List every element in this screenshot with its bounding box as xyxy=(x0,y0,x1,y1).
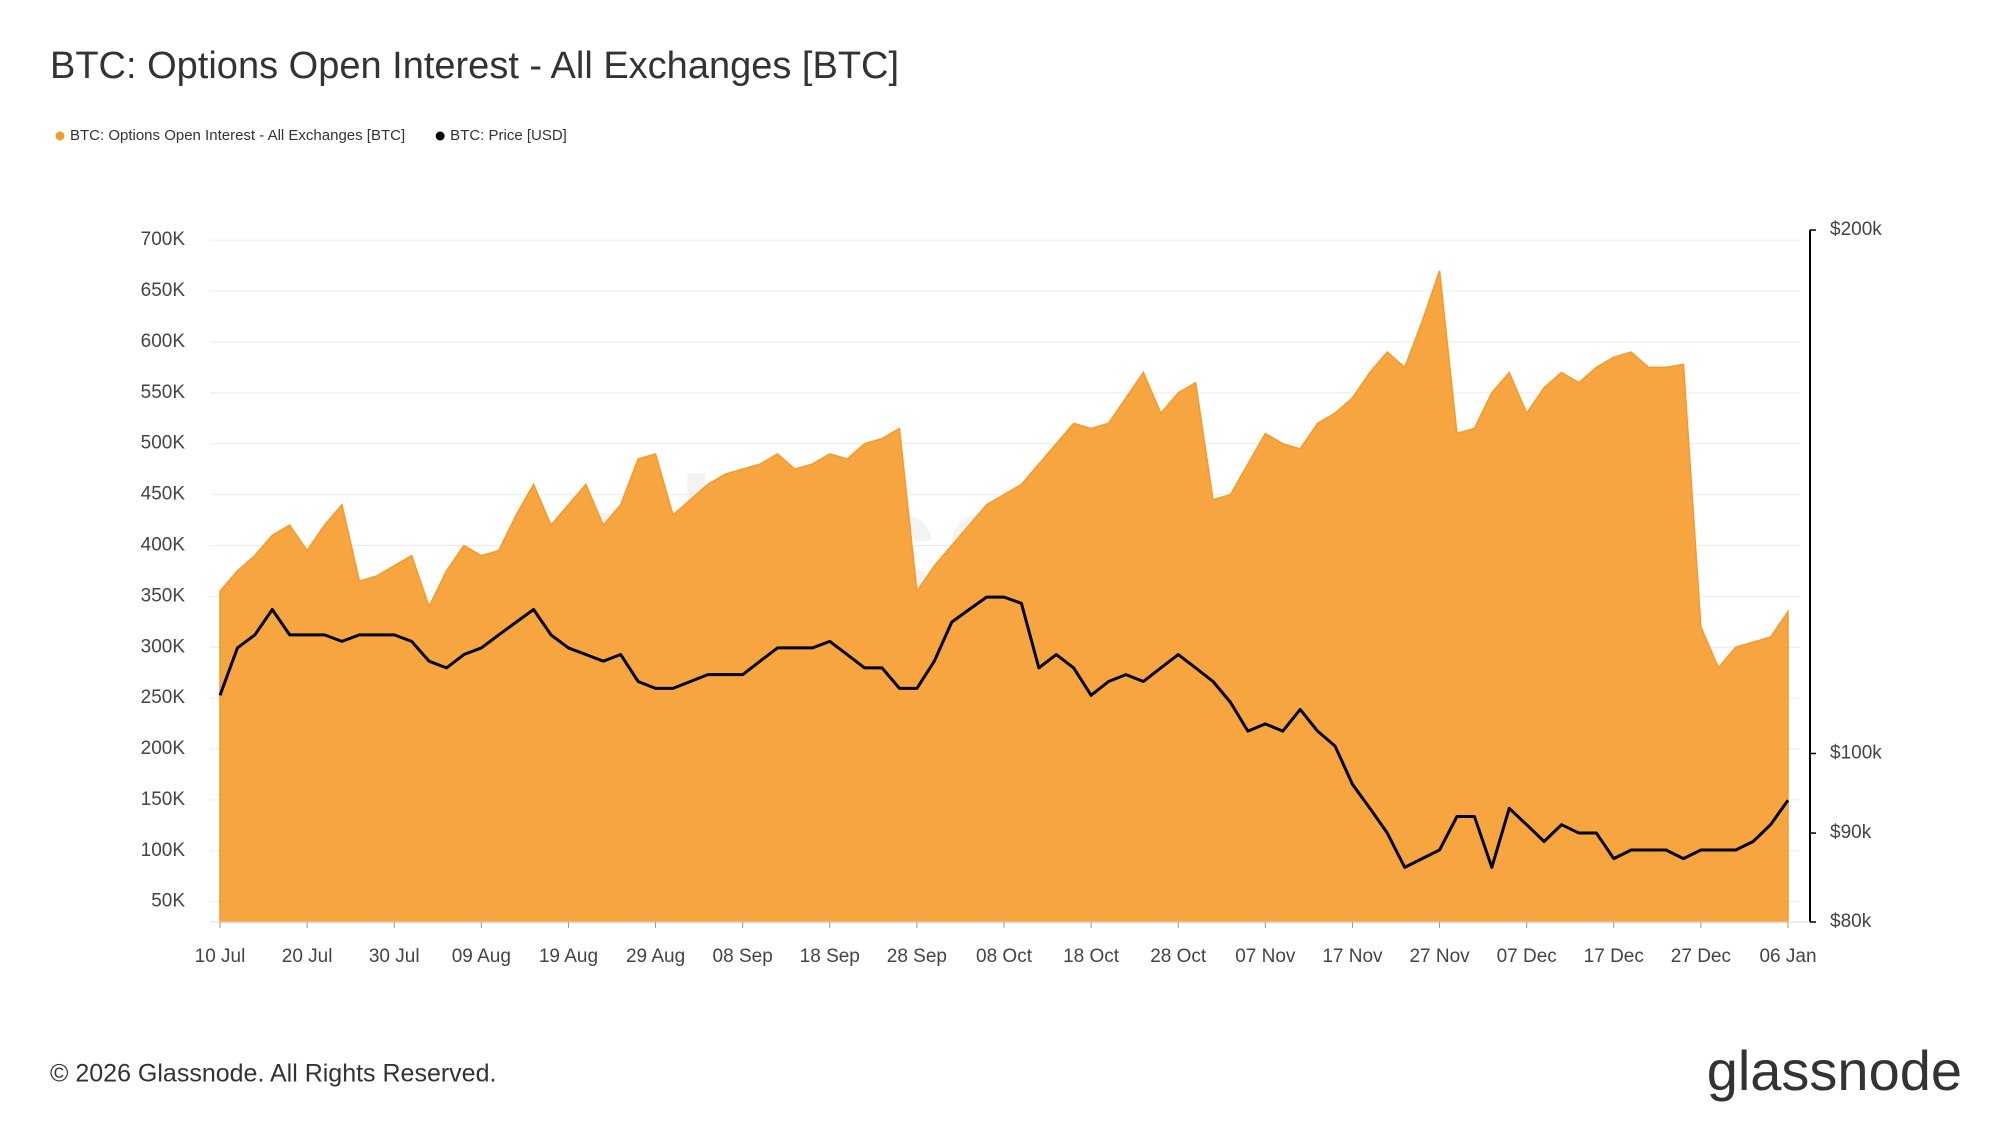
line xyxy=(218,595,1790,869)
x-tick-label: 10 Jul xyxy=(195,946,246,967)
footer: © 2026 Glassnode. All Rights Reserved. xyxy=(50,1060,496,1088)
x-tick-label: 20 Jul xyxy=(282,946,333,967)
x-tick-label: 30 Jul xyxy=(369,946,420,967)
y2-tick-label: $80k xyxy=(1830,911,1872,932)
y-tick-label: 50K xyxy=(151,891,185,912)
x-tick-label: 07 Dec xyxy=(1497,946,1557,967)
y-tick-label: 150K xyxy=(141,789,186,810)
y-tick-label: 600K xyxy=(141,331,186,352)
y2-tick-label: $100k xyxy=(1830,742,1882,763)
y-tick-label: 250K xyxy=(141,687,186,708)
y2-tick-label: $90k xyxy=(1830,822,1872,843)
x-tick-label: 18 Oct xyxy=(1063,946,1120,967)
x-tick-label: 18 Sep xyxy=(800,946,860,967)
x-tick-label: 29 Aug xyxy=(626,946,685,967)
y-tick-label: 450K xyxy=(141,484,186,505)
y-tick-label: 400K xyxy=(141,534,186,555)
y2-tick-label: $200k xyxy=(1830,219,1882,240)
y-tick-label: 100K xyxy=(141,840,186,861)
chart-title: BTC: Options Open Interest - All Exchang… xyxy=(50,45,899,87)
y-tick-label: 700K xyxy=(141,229,186,250)
x-tick-label: 17 Dec xyxy=(1584,946,1644,967)
x-tick-label: 08 Oct xyxy=(976,946,1033,967)
y-tick-label: 300K xyxy=(141,636,186,657)
x-tick-label: 09 Aug xyxy=(452,946,511,967)
legend-marker xyxy=(435,131,445,141)
x-tick-label: 19 Aug xyxy=(539,946,598,967)
x-tick-label: 06 Jan xyxy=(1759,946,1816,967)
x-tick-label: 07 Nov xyxy=(1235,946,1296,967)
x-tick-label: 27 Nov xyxy=(1409,946,1470,967)
x-tick-label: 08 Sep xyxy=(713,946,773,967)
logo: glassnode xyxy=(1707,1039,1962,1102)
y-tick-label: 550K xyxy=(141,382,186,403)
y-tick-label: 200K xyxy=(141,738,186,759)
y-tick-label: 500K xyxy=(141,433,186,454)
x-tick-label: 28 Sep xyxy=(887,946,947,967)
y-tick-label: 650K xyxy=(141,280,186,301)
legend-label: BTC: Price [USD] xyxy=(450,127,567,144)
x-tick-label: 17 Nov xyxy=(1322,946,1383,967)
legend-marker xyxy=(55,131,65,141)
x-tick-label: 28 Oct xyxy=(1150,946,1207,967)
x-tick-label: 27 Dec xyxy=(1671,946,1731,967)
y-tick-label: 350K xyxy=(141,585,186,606)
legend-label: BTC: Options Open Interest - All Exchang… xyxy=(70,127,405,144)
